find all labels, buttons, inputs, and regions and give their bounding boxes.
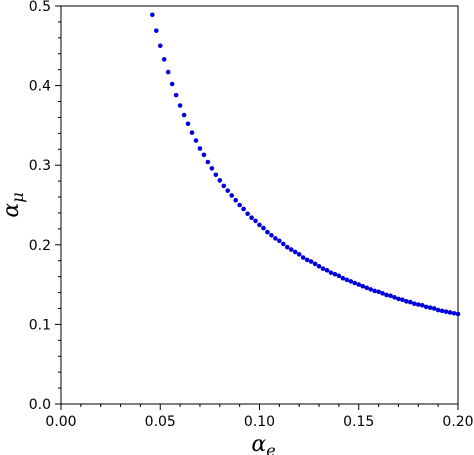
data-point bbox=[288, 247, 294, 252]
data-point bbox=[217, 178, 223, 183]
data-point bbox=[439, 308, 445, 314]
data-point bbox=[281, 241, 286, 247]
data-point bbox=[451, 310, 457, 316]
data-point bbox=[245, 211, 250, 217]
y-tick-label: 0.2 bbox=[29, 238, 51, 254]
data-point bbox=[284, 244, 290, 250]
data-point bbox=[320, 266, 326, 271]
data-point bbox=[364, 285, 369, 291]
data-point bbox=[388, 293, 393, 299]
x-axis-title-subscript: e bbox=[266, 441, 275, 455]
data-point bbox=[229, 193, 235, 198]
data-point bbox=[185, 121, 191, 127]
data-point bbox=[352, 280, 358, 286]
data-point bbox=[324, 267, 330, 273]
data-point bbox=[249, 215, 254, 221]
data-point bbox=[233, 197, 238, 203]
y-tick-label: 0.5 bbox=[29, 0, 51, 15]
data-point bbox=[189, 130, 195, 135]
data-point bbox=[153, 28, 159, 33]
data-point bbox=[253, 218, 258, 224]
x-tick-label: 0.20 bbox=[442, 414, 473, 430]
y-tick-label: 0.4 bbox=[29, 79, 51, 95]
data-point bbox=[348, 279, 354, 284]
data-point bbox=[292, 249, 298, 255]
y-axis-ticks: 0.0 0.1 0.2 0.3 0.4 0.5 bbox=[29, 0, 61, 413]
data-point bbox=[412, 301, 417, 307]
data-point bbox=[296, 252, 302, 257]
data-point bbox=[173, 92, 179, 98]
data-points bbox=[150, 12, 461, 317]
data-point bbox=[209, 166, 215, 171]
data-point bbox=[416, 302, 421, 307]
data-point bbox=[423, 304, 429, 310]
data-point bbox=[312, 261, 318, 267]
y-axis-title-subscript: μ bbox=[8, 192, 27, 202]
x-tick-label: 0.15 bbox=[343, 414, 374, 430]
plot-frame bbox=[60, 5, 459, 405]
data-point bbox=[265, 229, 270, 235]
data-point bbox=[344, 277, 350, 283]
data-point bbox=[165, 69, 171, 75]
data-point bbox=[221, 183, 227, 189]
data-point bbox=[396, 296, 401, 302]
data-point bbox=[392, 295, 397, 300]
x-tick-label: 0.10 bbox=[244, 414, 275, 430]
data-point bbox=[368, 287, 373, 292]
y-tick-label: 0.0 bbox=[29, 397, 51, 413]
data-point bbox=[201, 152, 207, 158]
data-point bbox=[308, 259, 314, 264]
data-point bbox=[404, 299, 409, 304]
data-point bbox=[328, 270, 334, 275]
data-point bbox=[427, 305, 433, 310]
data-point bbox=[431, 306, 437, 311]
data-point bbox=[193, 138, 199, 143]
data-point bbox=[443, 309, 449, 314]
data-point bbox=[277, 238, 282, 244]
data-point bbox=[269, 232, 274, 238]
x-tick-label: 0.00 bbox=[45, 414, 76, 430]
data-point bbox=[356, 282, 362, 287]
data-point bbox=[157, 43, 163, 49]
data-point bbox=[336, 273, 342, 279]
data-point bbox=[181, 112, 187, 118]
data-point bbox=[384, 292, 389, 298]
data-point bbox=[241, 206, 246, 212]
data-point bbox=[400, 297, 405, 303]
y-axis-title: αμ bbox=[0, 192, 27, 217]
x-axis-title: αe bbox=[251, 432, 275, 455]
plot-border bbox=[60, 5, 459, 405]
data-point bbox=[380, 291, 385, 296]
data-point bbox=[340, 275, 346, 281]
data-point bbox=[150, 12, 155, 18]
data-point bbox=[197, 146, 203, 151]
data-point bbox=[161, 57, 167, 62]
x-axis-ticks: 0.00 0.05 0.10 0.15 0.20 bbox=[45, 404, 474, 430]
data-point bbox=[332, 271, 338, 277]
data-point bbox=[304, 257, 310, 263]
data-point bbox=[408, 299, 413, 305]
data-point bbox=[435, 307, 441, 313]
data-point bbox=[372, 288, 377, 294]
data-point bbox=[455, 311, 461, 317]
x-tick-label: 0.05 bbox=[145, 414, 176, 430]
data-point bbox=[447, 310, 453, 315]
data-point bbox=[257, 222, 262, 228]
data-point bbox=[205, 159, 211, 165]
data-point bbox=[169, 81, 175, 87]
data-point bbox=[225, 188, 231, 193]
y-tick-label: 0.1 bbox=[29, 317, 51, 333]
y-tick-label: 0.3 bbox=[29, 158, 51, 174]
data-point bbox=[419, 302, 425, 308]
data-point bbox=[316, 263, 322, 269]
data-point bbox=[237, 202, 242, 208]
data-point bbox=[177, 103, 183, 108]
data-point bbox=[360, 283, 366, 289]
data-point bbox=[213, 172, 219, 178]
data-point bbox=[300, 255, 306, 260]
data-point bbox=[273, 236, 278, 241]
data-point bbox=[261, 225, 266, 231]
data-point bbox=[376, 289, 381, 295]
